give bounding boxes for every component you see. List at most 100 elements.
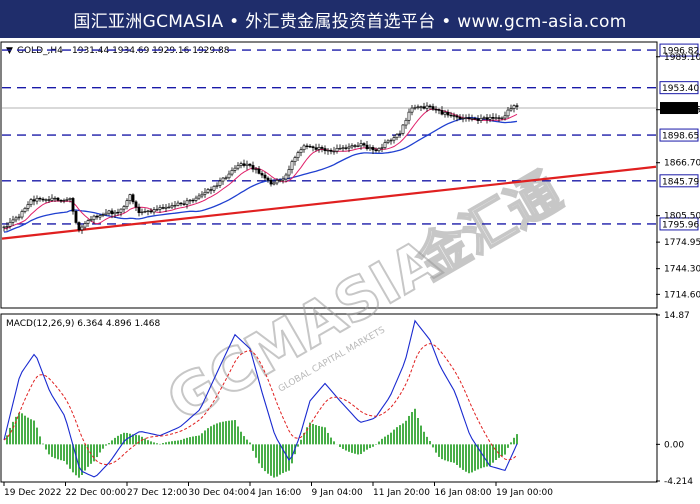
candle-body xyxy=(179,202,183,205)
candle-body xyxy=(230,170,234,175)
candle-body xyxy=(83,223,87,228)
candle-body xyxy=(428,105,432,108)
candle-body xyxy=(302,145,306,151)
candle-body xyxy=(410,107,414,113)
level-price-label: 1845.79 xyxy=(662,177,699,187)
candle-body xyxy=(332,150,336,153)
candle-body xyxy=(491,117,495,119)
candle-body xyxy=(197,195,201,199)
macd-frame xyxy=(0,313,658,483)
current-price-box xyxy=(660,102,698,115)
candle-body xyxy=(80,226,84,231)
candle-body xyxy=(401,124,405,134)
candle-body xyxy=(227,173,231,179)
candle-body xyxy=(104,212,108,215)
chart-window[interactable]: GCMASIA 金汇通 GLOBAL CAPITAL MARKETS ▼ GOL… xyxy=(0,38,700,500)
candle-body xyxy=(173,204,177,207)
macd-tick-label: 0.00 xyxy=(664,440,684,450)
candle-body xyxy=(29,199,33,205)
candle-body xyxy=(62,199,66,202)
candle-body xyxy=(134,201,138,208)
candle-body xyxy=(263,174,267,179)
macd-tick-label: -4.214 xyxy=(664,477,693,487)
candle-body xyxy=(119,208,123,213)
candle-body xyxy=(512,105,516,109)
candle-body xyxy=(98,215,102,218)
levels-layer: 1996.82 1953.40 1898.65 1845.79 1795.96 1929.… xyxy=(2,43,699,231)
candle-body xyxy=(404,119,408,126)
candle-body xyxy=(257,168,261,174)
candle-body xyxy=(101,214,105,216)
trendline-layer xyxy=(1,165,657,240)
fast-moving-average xyxy=(3,108,518,230)
candle-body xyxy=(335,148,339,152)
macd-label: MACD(12,26,9) 6.364 4.896 1.468 xyxy=(6,319,161,329)
candle-body xyxy=(326,149,330,152)
candle-body xyxy=(110,210,114,215)
candle-body xyxy=(116,211,120,214)
candle-body xyxy=(149,210,153,213)
candle-body xyxy=(479,118,483,121)
brand-banner: 国汇亚洲GCMASIA • 外汇贵金属投资首选平台 • www.gcm-asia… xyxy=(0,0,700,38)
candle-body xyxy=(374,149,378,152)
candle-body xyxy=(353,145,357,147)
candle-body xyxy=(41,198,45,201)
candle-body xyxy=(407,111,411,121)
current-price-label: 1929.88 xyxy=(662,105,699,115)
candle-body xyxy=(74,210,78,223)
candle-body xyxy=(26,204,30,209)
candle-body xyxy=(395,134,399,139)
candle-body xyxy=(365,144,369,150)
candle-body xyxy=(5,226,9,228)
candle-body xyxy=(482,117,486,119)
candle-body xyxy=(245,163,249,166)
chart-canvas[interactable]: GCMASIA 金汇通 GLOBAL CAPITAL MARKETS ▼ GOL… xyxy=(0,38,700,500)
candle-body xyxy=(380,147,384,149)
candle-body xyxy=(476,118,480,121)
candle-body xyxy=(455,115,459,118)
candle-body xyxy=(413,107,417,109)
level-price-box xyxy=(659,217,699,231)
candle-body xyxy=(329,149,333,152)
candle-body xyxy=(311,146,315,149)
time-tick-label: 22 Dec 00:00 xyxy=(66,488,127,498)
candle-body xyxy=(350,145,354,148)
candle-body xyxy=(92,215,96,220)
candle-body xyxy=(383,142,387,148)
candle-body xyxy=(56,197,60,201)
candle-body xyxy=(515,105,519,107)
candle-body xyxy=(38,197,42,200)
symbol-dropdown-icon[interactable]: ▼ xyxy=(6,46,13,56)
macd-signal-line xyxy=(3,343,518,466)
price-tick-label: 1774.95 xyxy=(664,238,700,248)
candle-body xyxy=(170,205,174,208)
price-tick-label: 1866.70 xyxy=(664,159,700,169)
candle-body xyxy=(434,108,438,111)
trendline[interactable] xyxy=(1,165,657,240)
candle-body xyxy=(191,199,195,202)
candle-body xyxy=(95,215,99,218)
time-tick-label: 19 Jan 00:00 xyxy=(496,488,553,498)
price-axis: 1989.10 1927.95 1866.70 1805.50 1774.95 1744.… xyxy=(656,53,700,300)
candle-body xyxy=(59,200,63,202)
macd-tick-label: 14.87 xyxy=(664,311,690,321)
candle-body xyxy=(338,147,342,150)
candle-body xyxy=(158,207,162,210)
level-price-box xyxy=(659,43,699,57)
main-chart-frame xyxy=(0,41,658,309)
candle-body xyxy=(161,207,165,209)
time-tick-label: 27 Dec 12:00 xyxy=(127,488,188,498)
candle-body xyxy=(419,106,423,108)
candle-body xyxy=(239,163,243,166)
candles-layer xyxy=(2,102,519,234)
macd-layer xyxy=(3,319,518,478)
candle-body xyxy=(500,117,504,120)
candle-body xyxy=(281,178,285,181)
time-tick-label: 19 Dec 2022 xyxy=(4,488,62,498)
candle-body xyxy=(65,198,69,201)
candle-body xyxy=(398,133,402,135)
candle-body xyxy=(305,145,309,147)
candle-body xyxy=(203,191,207,195)
candle-body xyxy=(233,167,237,171)
candle-body xyxy=(122,206,126,210)
